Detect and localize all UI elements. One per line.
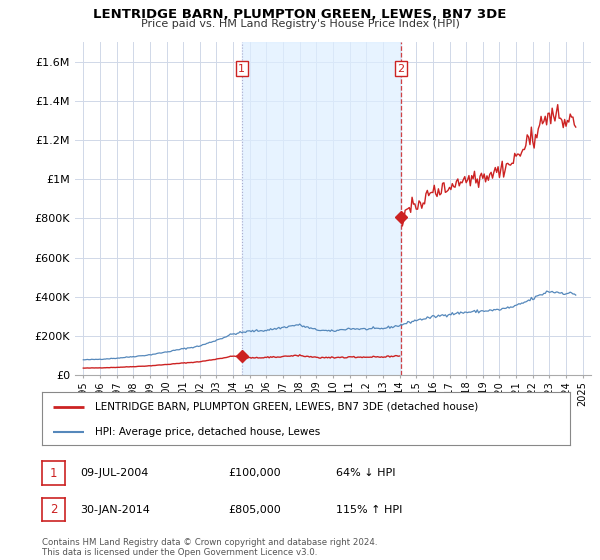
Bar [242,42,401,375]
Text: £100,000: £100,000 [228,468,281,478]
Text: HPI: Average price, detached house, Lewes: HPI: Average price, detached house, Lewe… [95,427,320,437]
Text: LENTRIDGE BARN, PLUMPTON GREEN, LEWES, BN7 3DE (detached house): LENTRIDGE BARN, PLUMPTON GREEN, LEWES, B… [95,402,478,412]
Text: Price paid vs. HM Land Registry's House Price Index (HPI): Price paid vs. HM Land Registry's House … [140,19,460,29]
Text: £805,000: £805,000 [228,505,281,515]
Text: 1: 1 [50,466,57,480]
Text: 115% ↑ HPI: 115% ↑ HPI [336,505,403,515]
Text: 2: 2 [50,503,57,516]
Text: 1: 1 [238,64,245,74]
Text: Contains HM Land Registry data © Crown copyright and database right 2024.
This d: Contains HM Land Registry data © Crown c… [42,538,377,557]
Text: 64% ↓ HPI: 64% ↓ HPI [336,468,395,478]
Text: 2: 2 [397,64,404,74]
Text: 30-JAN-2014: 30-JAN-2014 [80,505,149,515]
Text: 09-JUL-2004: 09-JUL-2004 [80,468,148,478]
Text: LENTRIDGE BARN, PLUMPTON GREEN, LEWES, BN7 3DE: LENTRIDGE BARN, PLUMPTON GREEN, LEWES, B… [94,8,506,21]
